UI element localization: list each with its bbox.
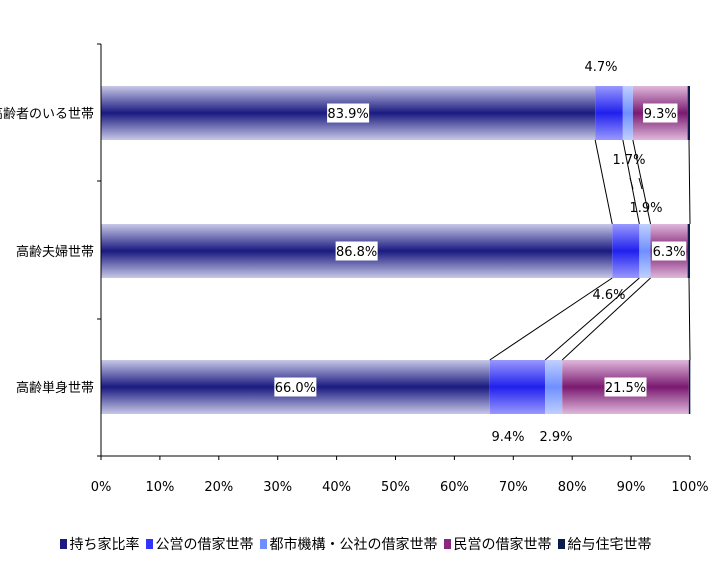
x-tick-label: 60% <box>440 480 469 495</box>
x-tick-label: 100% <box>671 480 708 495</box>
leader-line <box>594 139 613 225</box>
legend-swatch <box>145 539 153 549</box>
stacked-bar-chart: 83.9% 9.3% 86.8% 6.3% 66.0% 21.5% 4.7% 1.7% 1.9%… <box>0 43 709 495</box>
bar-segment-3-3 <box>545 360 563 414</box>
value-labels: 83.9% 9.3% 86.8% 6.3% 66.0% 21.5% 4.7% 1.7% 1.9%… <box>274 60 687 445</box>
legend-swatch <box>259 539 267 549</box>
bar-segment-3-2 <box>489 360 546 414</box>
data-label-1-3: 1.7% <box>612 153 645 168</box>
data-label-1-4: 9.3% <box>644 107 677 122</box>
data-label-3-2: 9.4% <box>491 430 524 445</box>
category-label: 高齢夫婦世帯 <box>16 244 94 260</box>
leader-line <box>638 177 643 190</box>
data-label-2-4-box <box>651 241 687 261</box>
data-label-1-1-box <box>327 103 370 123</box>
legend-label: 給与住宅世帯 <box>567 537 652 553</box>
legend-swatch <box>557 539 565 549</box>
leader-line <box>688 277 691 361</box>
x-tick-label: 80% <box>558 480 587 495</box>
leader-line <box>629 177 634 190</box>
bar-segment-2-5 <box>687 224 690 278</box>
data-label-1-2: 4.7% <box>584 60 617 75</box>
data-label-3-4-box <box>604 377 647 397</box>
legend-label: 民営の借家世帯 <box>453 537 552 553</box>
data-label-2-1: 86.8% <box>336 245 377 260</box>
bar-segment-1-3 <box>622 86 633 140</box>
data-label-2-4: 6.3% <box>653 245 686 260</box>
data-label-3-1-box <box>274 377 317 397</box>
x-tick-label: 10% <box>145 480 174 495</box>
bar-segment-1-2 <box>595 86 623 140</box>
leader-lines <box>489 139 691 361</box>
legend: 持ち家比率 公営の借家世帯 都市機構・公社の借家世帯 民営の借家世帯 給与住宅世帯 <box>0 531 711 557</box>
data-label-2-1-box <box>335 241 378 261</box>
legend-label: 公営の借家世帯 <box>155 537 254 553</box>
data-label-3-4: 21.5% <box>605 381 646 396</box>
leader-line <box>544 277 640 361</box>
bar-segment-2-2 <box>612 224 640 278</box>
data-label-1-1: 83.9% <box>327 107 368 122</box>
bars-layer <box>101 86 691 414</box>
legend-swatch <box>59 539 67 549</box>
category-label: 高齢者のいる世帯 <box>0 106 94 122</box>
legend-swatch <box>443 539 451 549</box>
legend-label: 持ち家比率 <box>69 537 140 553</box>
x-tick-label: 20% <box>204 480 233 495</box>
x-tick-label: 40% <box>322 480 351 495</box>
x-tick-label: 30% <box>263 480 292 495</box>
bar-segment-2-3 <box>639 224 651 278</box>
legend-item: 民営の借家世帯 <box>443 534 552 554</box>
legend-item: 持ち家比率 <box>59 534 140 554</box>
data-label-3-1: 66.0% <box>275 381 316 396</box>
bar-segment-1-5 <box>687 86 690 140</box>
x-tick-label: 90% <box>617 480 646 495</box>
x-tick-label: 50% <box>381 480 410 495</box>
axes: 0% 10% 20% 30% 40% 50% 60% 70% 80% 90% 100% 高齢者のいる世… <box>0 43 709 495</box>
bar-segment-3-5 <box>688 360 691 414</box>
legend-item: 公営の借家世帯 <box>145 534 254 554</box>
x-tick-label: 0% <box>91 480 112 495</box>
data-label-2-2: 4.6% <box>592 288 625 303</box>
legend-label: 都市機構・公社の借家世帯 <box>269 537 438 553</box>
data-label-2-3: 1.9% <box>629 201 662 216</box>
leader-line <box>688 139 691 225</box>
data-label-3-3: 2.9% <box>539 430 572 445</box>
leader-line <box>489 277 613 361</box>
category-label: 高齢単身世帯 <box>16 380 94 396</box>
x-tick-label: 70% <box>499 480 528 495</box>
leader-line <box>632 139 652 225</box>
leader-line <box>561 277 651 361</box>
data-label-1-4-box <box>643 103 678 123</box>
legend-item: 給与住宅世帯 <box>557 534 652 554</box>
legend-item: 都市機構・公社の借家世帯 <box>259 534 438 554</box>
